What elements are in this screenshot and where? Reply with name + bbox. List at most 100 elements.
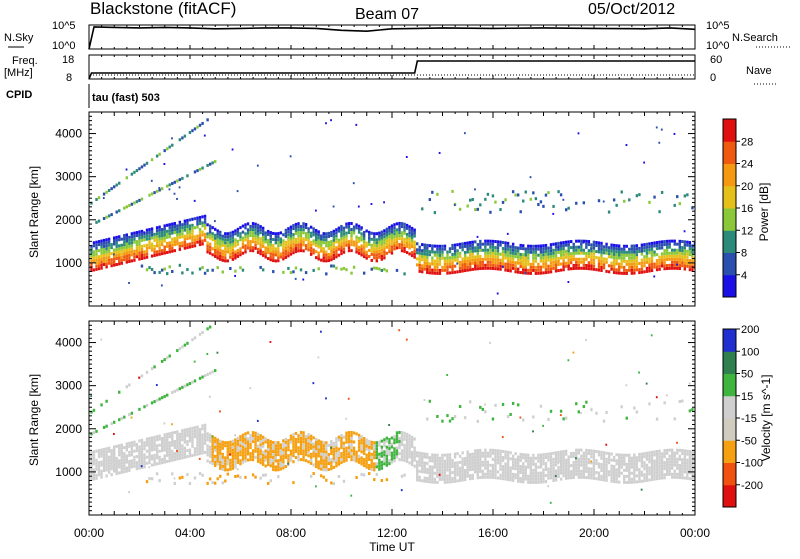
power-cell [522,259,524,262]
velocity-cell [560,466,562,469]
velocity-cell [219,455,221,458]
velocity-cell [550,455,552,458]
velocity-cell [413,453,415,456]
velocity-cell [416,478,418,481]
power-cell [181,232,183,235]
velocity-cell [509,451,511,454]
velocity-cell [222,468,224,471]
power-cell [618,254,620,257]
power-cell [126,261,128,264]
velocity-cell [411,442,413,445]
velocity-cell [668,461,670,464]
power-cell [93,256,95,259]
velocity-cell [502,450,504,453]
power-cell [403,226,405,229]
velocity-cell [181,476,183,479]
velocity-cell [408,437,410,440]
velocity-cell [249,452,251,455]
velocity-cell [166,445,168,448]
velocity-cell [469,459,471,462]
power-cell [176,239,178,242]
velocity-cell [472,462,474,465]
velocity-cell [209,477,211,480]
power-cell [237,234,239,237]
power-cell [300,246,302,249]
velocity-cell [163,436,165,439]
velocity-cell [552,467,554,470]
velocity-cell [646,452,648,455]
power-cell [615,250,617,253]
velocity-cell [517,465,519,468]
power-cell [605,249,607,252]
power-cell [651,260,653,263]
velocity-cell [338,457,340,460]
power-cell [282,254,284,257]
power-cell [249,234,251,237]
velocity-cell [328,459,330,462]
power-cell [459,243,461,246]
power-cell [396,222,398,225]
power-cell [259,266,261,269]
power-cell [393,232,395,235]
power-cell [136,231,138,234]
freq-tick-bottom: 8 [66,72,72,84]
power-cell [615,268,617,271]
velocity-cell [318,464,320,467]
power-cell [136,169,138,172]
velocity-cell [570,476,572,479]
velocity-cell [136,467,138,470]
power-cell [206,250,208,253]
power-cell [363,243,365,246]
power-cell [593,256,595,259]
velocity-cell [550,502,552,504]
power-cell [105,262,107,265]
power-cell [514,267,516,270]
velocity-cell [383,450,385,453]
velocity-cell [474,452,476,455]
velocity-cell [118,465,120,468]
velocity-cell [249,440,251,443]
velocity-cell [472,456,474,459]
power-cell [360,238,362,241]
velocity-cell [325,456,327,459]
power-cell [658,210,660,213]
velocity-cell [671,452,673,455]
power-cell [674,258,676,261]
power-cell [381,258,383,261]
velocity-cell [484,449,486,452]
power-cell [348,246,350,249]
power-cell [156,229,158,232]
power-cell [163,227,165,230]
power-cell [219,234,221,237]
velocity-cell [557,472,559,475]
power-cell [666,240,668,243]
velocity-cell [588,476,590,479]
velocity-cell [512,479,514,482]
velocity-cell [406,339,408,341]
power-cell [653,266,655,269]
power-cell [365,230,367,233]
power-cell [138,242,140,245]
power-cell [176,198,178,200]
power-cell [166,251,168,254]
power-cell [244,244,246,247]
power-cell [290,235,292,238]
power-cell [504,256,506,259]
power-cell [633,254,635,257]
power-cell [567,255,569,258]
velocity-cell [623,469,625,472]
power-cell [504,269,506,272]
velocity-cell [217,447,219,450]
power-cell [494,252,496,255]
velocity-cell [378,462,380,465]
power-cell [166,147,168,150]
power-cell [141,245,143,248]
power-cell [239,232,241,235]
power-cell [686,244,688,247]
velocity-cell [307,436,309,439]
power-cell [141,165,143,168]
power-cell [575,267,577,270]
velocity-cell [262,442,264,445]
power-cell [661,243,663,246]
